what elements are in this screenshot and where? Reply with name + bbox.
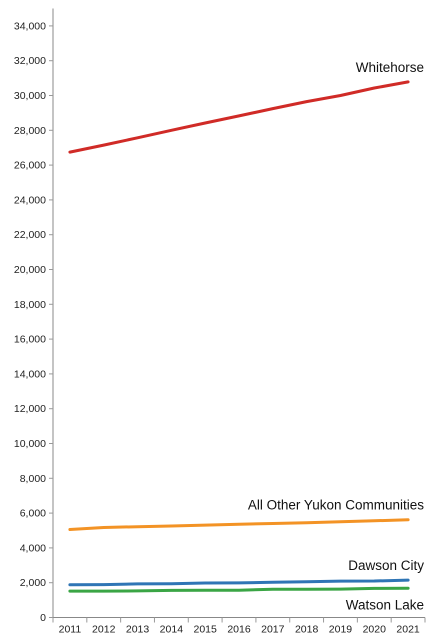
series-line-watson-lake: [68, 586, 410, 593]
x-tick-label: 2019: [329, 624, 353, 636]
x-tick-label: 2015: [194, 624, 218, 636]
x-tick-label: 2013: [126, 624, 150, 636]
y-tick-label: 2,000: [20, 577, 46, 589]
x-tick-label: 2021: [396, 624, 420, 636]
series-label-dawson-city: Dawson City: [348, 558, 424, 573]
y-tick-label: 14,000: [14, 368, 46, 380]
y-tick-label: 30,000: [14, 90, 46, 102]
y-tick-label: 22,000: [14, 229, 46, 241]
series-lines: [68, 80, 410, 593]
y-tick-label: 10,000: [14, 438, 46, 450]
y-tick-label: 28,000: [14, 125, 46, 137]
x-tick-label: 2018: [295, 624, 319, 636]
y-tick-label: 24,000: [14, 194, 46, 206]
y-tick-label: 26,000: [14, 160, 46, 172]
y-tick-label: 34,000: [14, 20, 46, 32]
x-tick-label: 2020: [363, 624, 387, 636]
x-tick-label: 2016: [227, 624, 251, 636]
y-tick-label: 6,000: [20, 508, 46, 520]
series-labels: Whitehorse All Other Yukon Communities Daw…: [248, 60, 424, 612]
y-tick-label: 16,000: [14, 334, 46, 346]
series-line-all-other-yukon-communities: [68, 518, 410, 531]
series-label-watson-lake: Watson Lake: [346, 597, 424, 612]
x-axis-ticks: 2011 2012 2013 2014 2015 2016 2017 2018 2019 2020…: [52, 617, 426, 636]
series-label-whitehorse: Whitehorse: [356, 60, 424, 75]
x-tick-label: 2012: [92, 624, 116, 636]
y-tick-label: 20,000: [14, 264, 46, 276]
x-tick-label: 2014: [160, 624, 184, 636]
y-tick-label: 8,000: [20, 473, 46, 485]
y-tick-label: 0: [40, 612, 46, 624]
x-tick-label: 2017: [261, 624, 285, 636]
y-tick-label: 4,000: [20, 542, 46, 554]
series-label-all-other-yukon-communities: All Other Yukon Communities: [248, 498, 424, 513]
y-tick-label: 12,000: [14, 403, 46, 415]
y-axis-ticks: 0 2,000 4,000 6,000 8,000 10,000 12,000 14,000 1…: [14, 20, 53, 624]
y-tick-label: 18,000: [14, 299, 46, 311]
series-line-whitehorse: [68, 80, 410, 154]
series-line-dawson-city: [68, 578, 410, 587]
y-tick-label: 32,000: [14, 55, 46, 67]
x-tick-label: 2011: [59, 624, 82, 636]
